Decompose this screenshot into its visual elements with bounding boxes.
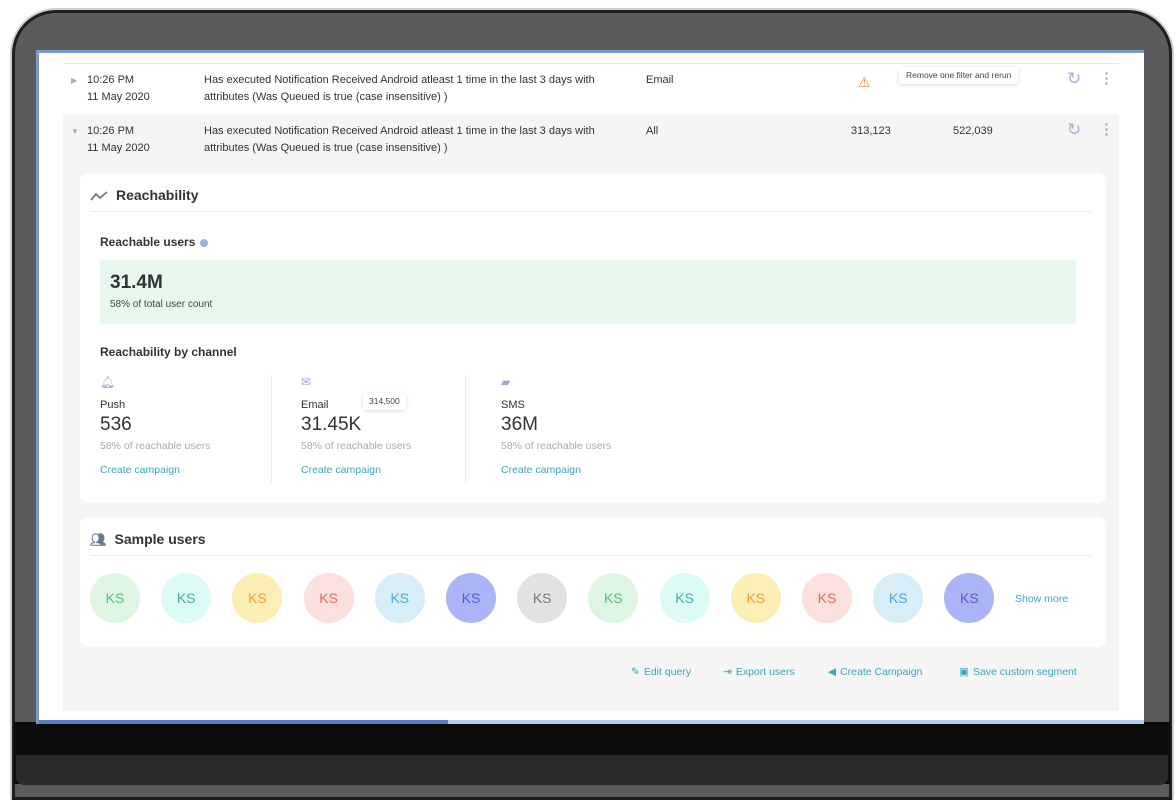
collapse-caret-icon[interactable]: ▼ — [71, 127, 79, 136]
mail-icon: ✉ — [301, 375, 312, 389]
row-count-1: 313,123 — [851, 125, 891, 137]
channel-name: Push — [100, 399, 126, 411]
divider — [90, 555, 1092, 556]
pencil-icon: ✎ — [631, 666, 640, 678]
time: 10:26 PM — [87, 74, 135, 86]
row-count-2: 522,039 — [953, 125, 993, 137]
warning-icon[interactable]: ⚠ — [858, 74, 871, 90]
divider — [90, 211, 1092, 212]
progress-bar — [39, 720, 1144, 724]
divider — [271, 375, 272, 483]
label: Save custom segment — [972, 666, 1077, 678]
create-campaign-link[interactable]: Create campaign — [301, 464, 381, 476]
channel-name: SMS — [501, 399, 525, 411]
create-campaign-link[interactable]: Create campaign — [100, 464, 180, 476]
channel-pct: 58% of reachable users — [301, 440, 412, 452]
channel-pct: 58% of reachable users — [100, 440, 211, 452]
channel-email: ✉ Email 31.45K 58% of reachable users Cr… — [301, 373, 491, 485]
reachability-title: Reachability — [116, 187, 199, 203]
screen: ▶ 10:26 PM 11 May 2020 Has executed Notif… — [36, 50, 1144, 724]
table-row-expanded: ▼ 10:26 PM 11 May 2020 Has executed Notif… — [63, 115, 1119, 711]
row-channel: All — [646, 125, 659, 137]
user-avatar[interactable]: KS — [517, 573, 568, 623]
channel-value: 36M — [501, 414, 538, 435]
time: 10:26 PM — [87, 125, 135, 137]
refresh-icon[interactable]: ↻ — [1067, 120, 1082, 139]
export-icon: ⇥ — [723, 666, 732, 678]
bell-icon: 🔔︎ — [100, 375, 116, 389]
progress-fill — [39, 720, 448, 724]
user-avatar[interactable]: KS — [232, 573, 283, 623]
label: Export users — [735, 666, 795, 678]
save-icon: ▣ — [959, 666, 969, 678]
show-more-link[interactable]: Show more — [1015, 593, 1069, 605]
date: 11 May 2020 — [87, 91, 150, 103]
user-avatar[interactable]: KS — [446, 573, 496, 623]
reachability-card: Reachability Reachable users 31.4M 58% o… — [80, 173, 1106, 503]
more-options-icon[interactable]: ⋮ — [1099, 121, 1114, 138]
user-avatar[interactable]: KS — [873, 573, 924, 623]
reachability-by-channel-label: Reachability by channel — [100, 345, 237, 359]
save-custom-segment-button[interactable]: ▣ Save custom segment — [959, 665, 1077, 679]
channel-push: 🔔︎ Push 536 58% of reachable users Creat… — [100, 373, 290, 485]
channel-value: 536 — [100, 414, 132, 435]
reachable-users-label: Reachable users — [100, 234, 209, 251]
row-timestamp: 10:26 PM 11 May 2020 — [87, 72, 150, 106]
user-avatar[interactable]: KS — [90, 573, 140, 623]
export-users-button[interactable]: ⇥ Export users — [723, 665, 795, 679]
reachable-users-value: 31.4M — [110, 272, 163, 293]
user-avatar[interactable]: KS — [161, 573, 212, 623]
info-icon[interactable] — [200, 238, 209, 247]
sample-users-title: Sample users — [114, 531, 206, 547]
reachable-users-sub: 58% of total user count — [110, 299, 213, 310]
channel-sms: ▰ SMS 36M 58% of reachable users Create … — [501, 373, 691, 485]
user-avatar[interactable]: KS — [802, 573, 852, 623]
value-tooltip: 314,500 — [363, 393, 406, 410]
warning-tooltip: Remove one filter and rerun — [899, 67, 1019, 84]
user-avatar[interactable]: KS — [659, 573, 710, 623]
more-options-icon[interactable]: ⋮ — [1099, 70, 1114, 87]
user-avatar[interactable]: KS — [374, 573, 425, 623]
sample-users-card: 👥︎ Sample users KS KS KS KS KS KS KS KS KS KS KS KS… — [80, 517, 1106, 647]
create-campaign-link[interactable]: Create campaign — [501, 464, 581, 476]
label: Reachable users — [100, 235, 196, 249]
date: 11 May 2020 — [87, 142, 150, 154]
table-row[interactable]: ▶ 10:26 PM 11 May 2020 Has executed Notif… — [63, 63, 1119, 115]
create-campaign-button[interactable]: ◀ Create Campaign — [828, 665, 922, 679]
channel-pct: 58% of reachable users — [501, 440, 612, 452]
megaphone-icon: ◀ — [828, 666, 837, 678]
label: Edit query — [643, 666, 692, 678]
users-icon: 👥︎ — [90, 532, 107, 547]
label: Create Campaign — [840, 666, 923, 678]
user-avatar[interactable]: KS — [730, 573, 781, 623]
divider — [465, 375, 466, 483]
refresh-icon[interactable]: ↻ — [1067, 69, 1082, 88]
reachability-header: Reachability — [90, 187, 198, 204]
reachable-users-box: 31.4M 58% of total user count — [100, 260, 1076, 324]
row-description: Has executed Notification Received Andro… — [204, 74, 595, 103]
row-channel: Email — [646, 74, 674, 86]
user-avatar[interactable]: KS — [944, 573, 995, 623]
channel-value: 31.45K — [301, 414, 362, 435]
edit-query-button[interactable]: ✎ Edit query — [631, 665, 691, 679]
sample-users-header: 👥︎ Sample users — [90, 531, 206, 548]
message-icon: ▰ — [501, 375, 511, 389]
trend-icon — [90, 190, 108, 201]
user-avatar[interactable]: KS — [303, 573, 354, 623]
row-timestamp: 10:26 PM 11 May 2020 — [87, 123, 150, 157]
expand-caret-icon[interactable]: ▶ — [71, 76, 78, 85]
user-avatar[interactable]: KS — [588, 573, 639, 623]
channel-name: Email — [301, 399, 329, 411]
laptop-base — [16, 755, 1168, 785]
row-description: Has executed Notification Received Andro… — [204, 125, 595, 154]
